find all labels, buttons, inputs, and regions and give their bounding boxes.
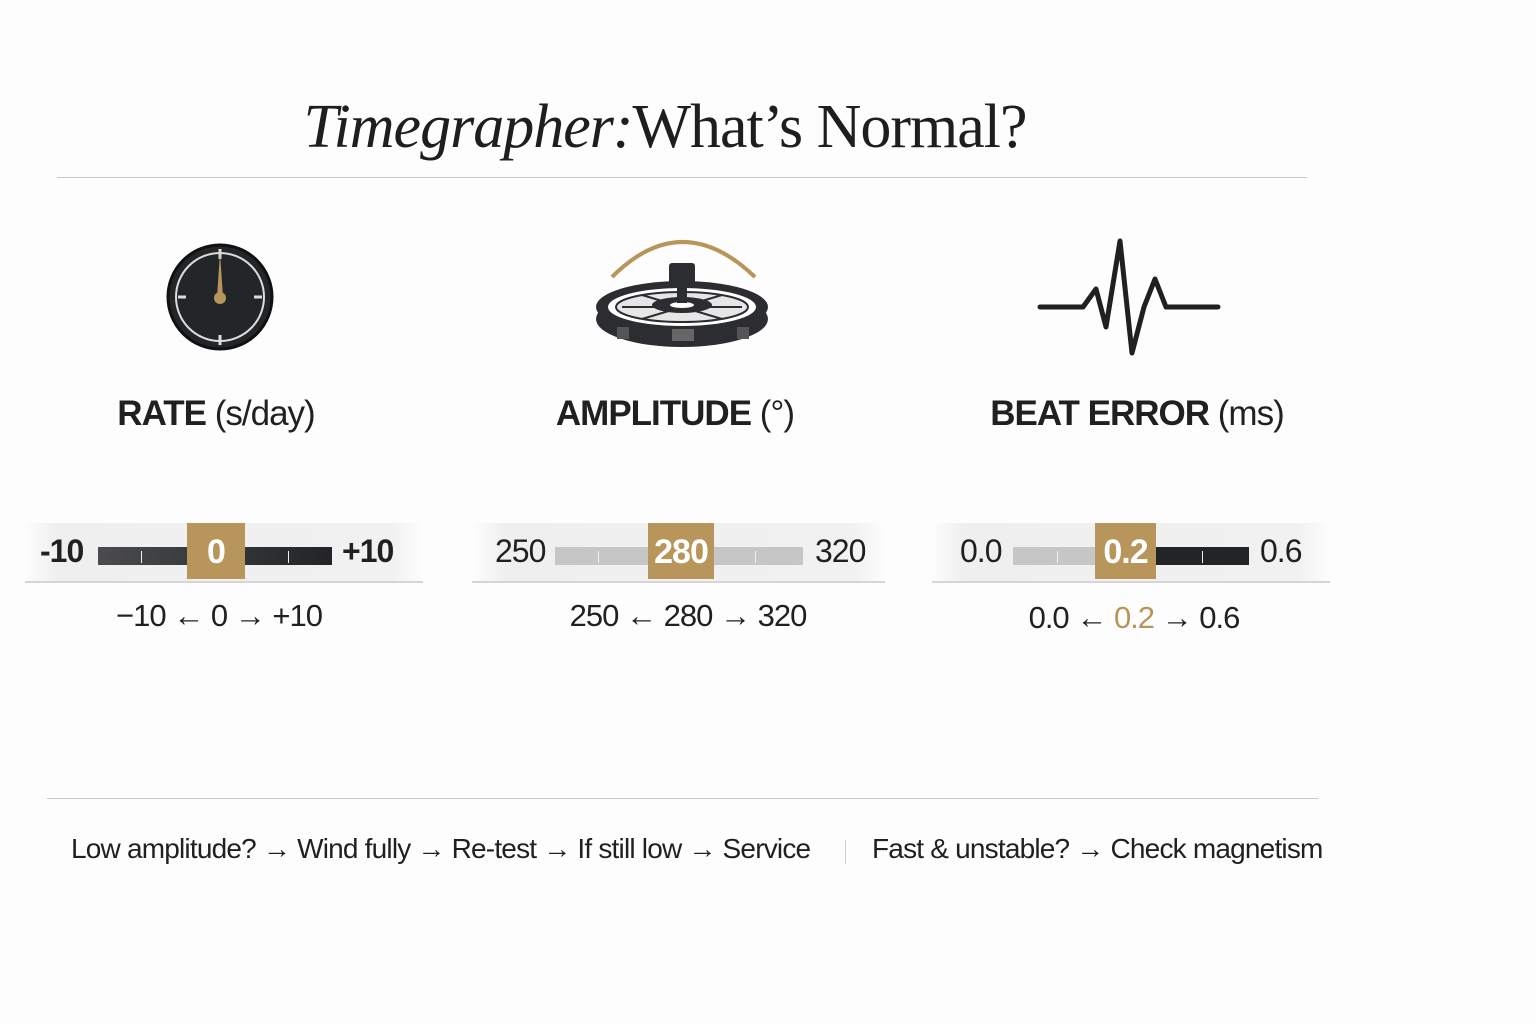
range-max: 0.6 — [1199, 600, 1240, 635]
rate-range: −10 ← 0 → +10 — [9, 598, 429, 634]
arrow-left: ← — [626, 598, 657, 633]
rate-max: +10 — [342, 533, 394, 569]
heartbeat-waveform-icon — [1037, 238, 1221, 356]
range-max: +10 — [272, 598, 323, 633]
range-target: 0.2 — [1113, 600, 1155, 635]
watch-dial-icon — [166, 243, 274, 351]
range-min: 0.0 — [1028, 600, 1070, 635]
metric-unit: (ms) — [1217, 394, 1285, 433]
title-italic: Timegrapher: — [303, 93, 633, 161]
beat-error-target-marker: 0.2 — [1095, 523, 1156, 579]
metric-name: AMPLITUDE — [555, 394, 752, 433]
amplitude-range: 250 ← 280 → 320 — [478, 598, 898, 634]
beat-error-max: 0.6 — [1260, 533, 1302, 569]
amplitude-max: 320 — [815, 533, 866, 569]
rate-min: -10 — [40, 533, 84, 569]
arrow-right: → — [1161, 600, 1193, 635]
amplitude-target-marker: 280 — [648, 523, 714, 579]
rate-target-marker: 0 — [187, 523, 245, 579]
title-rest: What’s Normal? — [632, 93, 1027, 161]
magnetism-tip: Fast & unstable? → Check magnetism — [872, 833, 1323, 864]
metric-unit: (°) — [759, 394, 795, 433]
balance-wheel-icon — [596, 240, 768, 347]
footer-separator — [845, 840, 846, 864]
amplitude-label: AMPLITUDE (°) — [465, 394, 885, 434]
beat-error-min: 0.0 — [960, 533, 1002, 569]
footer-divider — [47, 798, 1318, 799]
range-target: 280 — [663, 598, 714, 633]
page-title: Timegrapher:What’s Normal? — [0, 92, 1330, 163]
amplitude-min: 250 — [495, 533, 546, 569]
metric-name: RATE — [117, 394, 207, 433]
rate-label: RATE (s/day) — [6, 394, 426, 434]
arrow-right: → — [234, 598, 266, 633]
range-min: −10 — [116, 598, 167, 633]
metric-name: BEAT ERROR — [990, 394, 1210, 433]
beat-error-range: 0.0 ← 0.2 → 0.6 — [924, 600, 1344, 636]
metric-unit: (s/day) — [214, 394, 316, 433]
title-divider — [57, 177, 1307, 178]
low-amplitude-tip: Low amplitude? → Wind fully → Re-test → … — [71, 833, 811, 864]
range-max: 320 — [757, 598, 808, 633]
beat-error-label: BEAT ERROR (ms) — [927, 394, 1347, 434]
arrow-left: ← — [173, 598, 204, 633]
range-target: 0 — [210, 598, 228, 633]
arrow-left: ← — [1076, 600, 1107, 635]
range-min: 250 — [569, 598, 620, 633]
arrow-right: → — [719, 598, 751, 633]
